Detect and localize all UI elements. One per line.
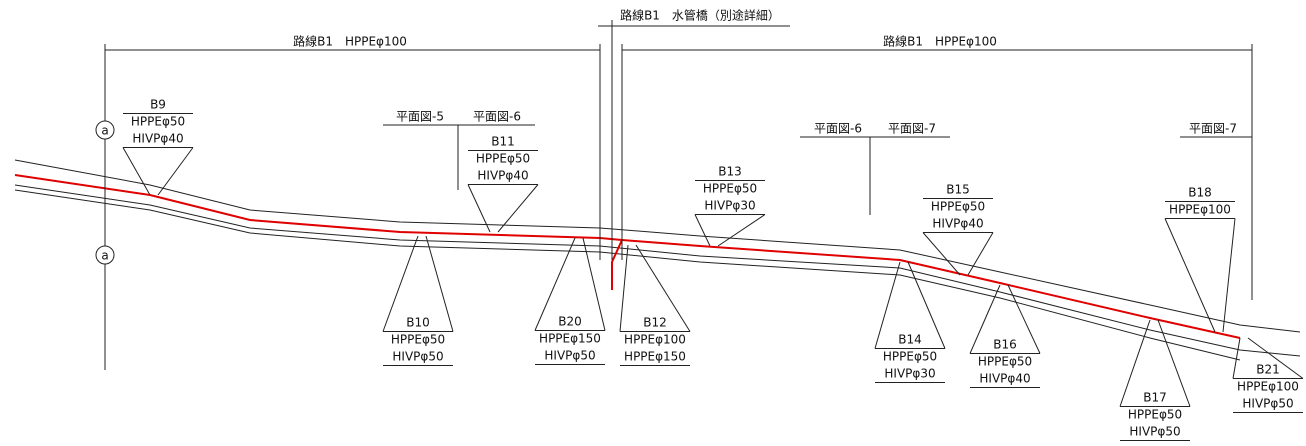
section-marker-label: a — [101, 124, 108, 138]
section-marker — [95, 245, 115, 265]
dimension-label: 路線B1 水管橋（別途詳細） — [620, 8, 780, 23]
section-marker-label: a — [101, 249, 108, 263]
dimension-lines — [104, 20, 1253, 370]
pipe-spec: HPPEφ100 — [624, 333, 686, 347]
pipe-spec: HPPEφ100 — [1169, 203, 1231, 217]
leader-line — [582, 237, 606, 331]
road-edge — [14, 159, 1301, 333]
pipe-spec: HPPEφ50 — [703, 182, 757, 196]
sheet-label: 平面図-7 — [1189, 122, 1237, 136]
leader-line — [382, 235, 419, 332]
sheet-label: 平面図-6 — [473, 110, 521, 124]
leader-line — [694, 214, 711, 247]
pipe-spec: HIVPφ50 — [392, 350, 443, 364]
leader-line — [922, 232, 961, 276]
pipe-spec: HIVPφ40 — [132, 132, 183, 146]
road-edge — [14, 189, 1241, 361]
pipe-spec: HPPEφ50 — [978, 355, 1032, 369]
branch-id: B16 — [993, 338, 1017, 352]
branch-id: B17 — [1143, 391, 1167, 405]
pipe-spec: HPPEφ50 — [391, 333, 445, 347]
branch-id: B14 — [898, 333, 922, 347]
road-edge — [14, 184, 1301, 357]
pipe-spec: HPPEφ150 — [624, 350, 686, 364]
pipe-spec: HPPEφ50 — [1128, 408, 1182, 422]
pipe-spec: HIVPφ50 — [1242, 397, 1293, 411]
branch-id: B21 — [1256, 363, 1280, 377]
leader-line — [1247, 337, 1304, 379]
leader-line — [1157, 319, 1191, 407]
leader-line — [467, 184, 491, 233]
pipe-spec: HPPEφ150 — [539, 332, 601, 346]
branch-id: B15 — [946, 183, 970, 197]
pipe-spec: HIVPφ30 — [884, 367, 935, 381]
branch-id: B12 — [643, 316, 667, 330]
pipe-spec: HIVPφ40 — [477, 169, 528, 183]
branch-id: B10 — [406, 316, 430, 330]
leader-line — [619, 244, 629, 332]
leader-line — [717, 214, 766, 247]
branch-id: B20 — [558, 315, 582, 329]
leader-line — [907, 261, 946, 349]
leader-line — [969, 284, 1001, 354]
branch-id: B11 — [491, 135, 515, 149]
pipe-spec: HIVPφ40 — [979, 372, 1030, 386]
leader-line — [122, 147, 151, 196]
dimension-label: 路線B1 HPPEφ100 — [293, 34, 407, 49]
pipe-spec: HIVPφ50 — [1129, 425, 1180, 439]
pipe-spec: HPPEφ50 — [476, 152, 530, 166]
leader-line — [497, 184, 539, 233]
pipe-spec: HPPEφ50 — [131, 115, 185, 129]
leader-line — [157, 147, 194, 196]
pipe-spec: HPPEφ50 — [931, 200, 985, 214]
pipe-spec: HIVPφ50 — [544, 349, 595, 363]
sheet-label: 平面図-6 — [814, 122, 862, 136]
pipe-spec: HPPEφ50 — [883, 350, 937, 364]
section-marker — [95, 120, 115, 140]
sheet-label: 平面図-7 — [888, 122, 936, 136]
leader-line — [1119, 319, 1151, 407]
pipe-spec: HIVPφ40 — [932, 217, 983, 231]
leader-line — [1222, 218, 1236, 333]
leader-line — [534, 237, 576, 331]
leader-line — [1232, 337, 1241, 379]
leader-line — [425, 235, 454, 332]
leader-line — [635, 244, 691, 332]
pipe-spec: HIVPφ30 — [704, 199, 755, 213]
pipe-branch — [611, 239, 623, 290]
dimension-label: 路線B1 HPPEφ100 — [883, 34, 997, 49]
leader-line — [967, 232, 994, 276]
branch-id: B13 — [718, 165, 742, 179]
pipe-spec: HPPEφ100 — [1237, 380, 1299, 394]
branch-id: B9 — [150, 98, 166, 112]
leader-line — [1164, 218, 1216, 333]
sheet-label: 平面図-5 — [396, 110, 444, 124]
leader-line — [874, 261, 901, 349]
pipe-route — [14, 174, 1241, 339]
leader-line — [1007, 284, 1041, 354]
branch-id: B18 — [1188, 186, 1212, 200]
